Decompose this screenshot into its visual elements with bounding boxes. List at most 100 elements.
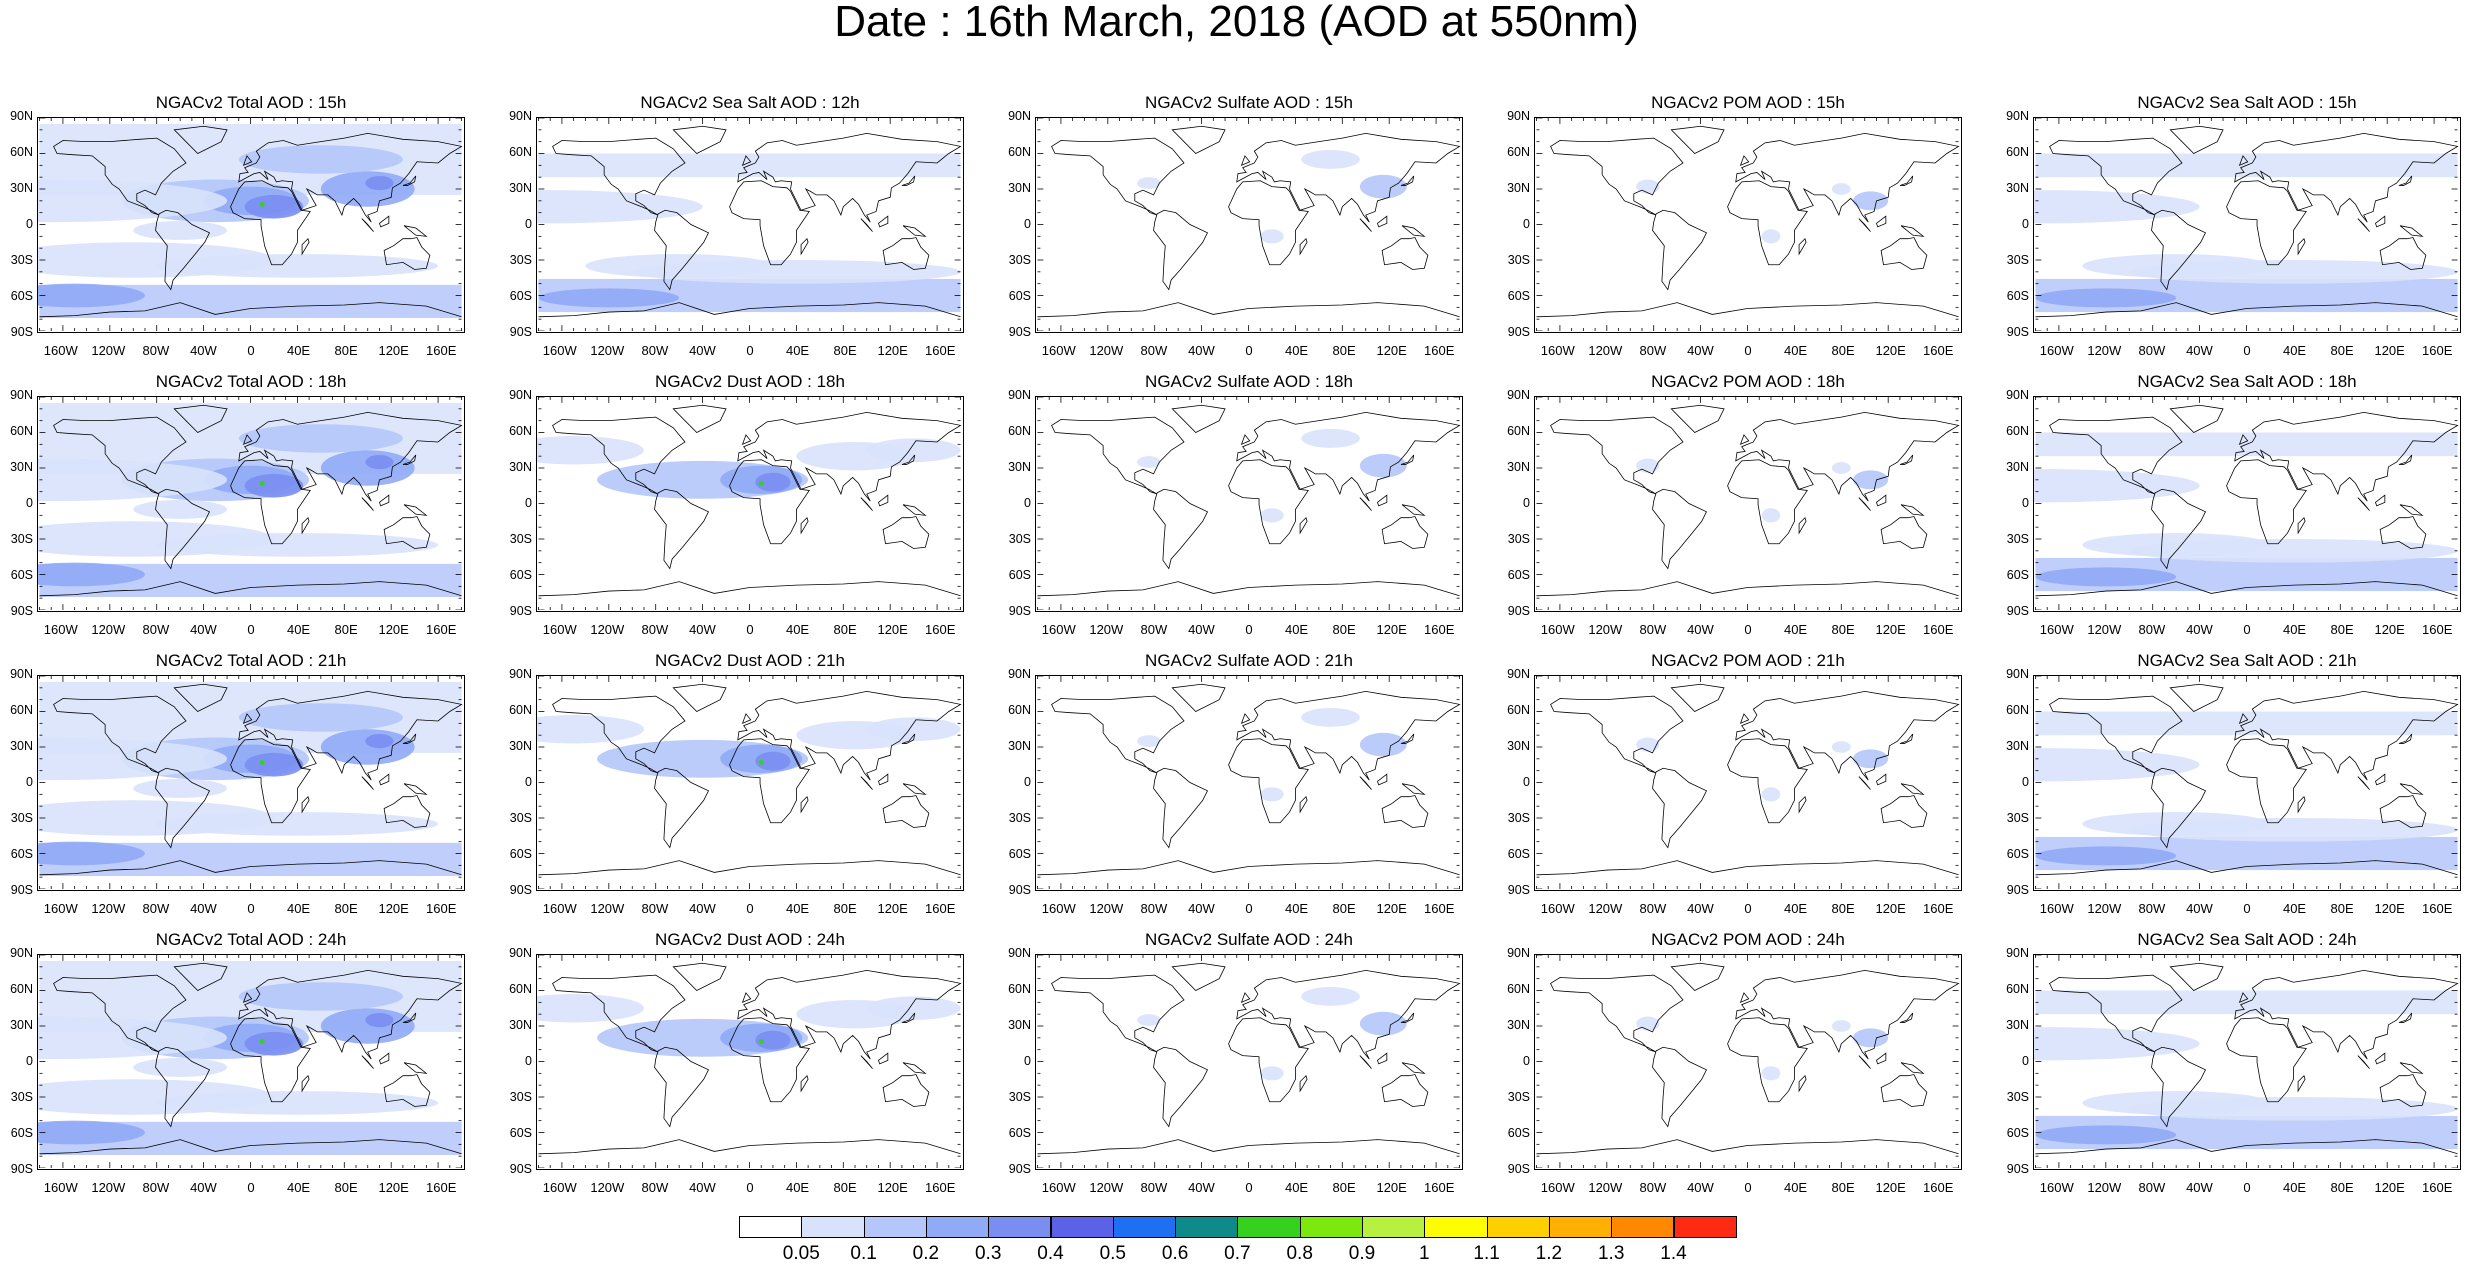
panel-title: NGACv2 Sea Salt AOD : 18h bbox=[2137, 372, 2357, 391]
panel-title: NGACv2 Total AOD : 18h bbox=[155, 372, 347, 391]
lat-tick-label: 30N bbox=[2006, 181, 2029, 195]
lon-tick-label: 120W bbox=[2087, 622, 2122, 637]
lat-tick-label: 30N bbox=[1008, 1018, 1031, 1032]
lat-tick-label: 0 bbox=[26, 217, 33, 231]
aod-shading bbox=[755, 1030, 791, 1050]
lon-tick-label: 80W bbox=[1140, 1180, 1168, 1195]
panel-title: NGACv2 Sulfate AOD : 15h bbox=[1145, 93, 1353, 112]
lon-tick-label: 40E bbox=[1783, 1180, 1808, 1195]
lon-tick-label: 160W bbox=[2039, 343, 2074, 358]
lat-tick-label: 30S bbox=[1008, 253, 1031, 267]
colorbar-label: 1.4 bbox=[1660, 1243, 1687, 1264]
aod-shading bbox=[38, 562, 145, 587]
coastline bbox=[800, 237, 809, 256]
coastline bbox=[1400, 733, 1415, 744]
coastline bbox=[2238, 434, 2249, 446]
lat-tick-label: 60N bbox=[10, 145, 33, 159]
panel-title: NGACv2 Dust AOD : 21h bbox=[655, 651, 845, 670]
aod-shading bbox=[1260, 1066, 1284, 1081]
lon-tick-label: 80W bbox=[641, 343, 669, 358]
lon-tick-label: 160W bbox=[43, 343, 78, 358]
lon-tick-label: 80E bbox=[833, 622, 857, 637]
aod-map-panel bbox=[1035, 954, 1463, 1170]
coastline bbox=[1739, 155, 1750, 167]
coastline bbox=[1153, 488, 1209, 570]
coastline bbox=[1359, 497, 1372, 511]
coastline bbox=[1153, 1046, 1209, 1128]
lon-tick-label: 40E bbox=[286, 343, 311, 358]
lon-tick-label: 0 bbox=[1744, 1180, 1752, 1195]
lat-tick-label: 90N bbox=[10, 109, 33, 123]
lat-tick-label: 90N bbox=[10, 667, 33, 681]
coastline bbox=[155, 209, 211, 291]
lon-tick-label: 80W bbox=[1639, 343, 1667, 358]
aod-shading bbox=[133, 220, 228, 240]
lon-tick-label: 160W bbox=[1540, 1180, 1575, 1195]
lon-tick-label: 0 bbox=[746, 622, 754, 637]
colorbar-label: 0.1 bbox=[850, 1243, 877, 1264]
coastline bbox=[242, 155, 253, 167]
coastline-antarctica bbox=[1536, 581, 1959, 597]
coastline bbox=[2399, 225, 2424, 237]
aod-shading bbox=[1301, 428, 1360, 448]
coastline bbox=[1236, 969, 1461, 1060]
lat-tick-label: 30S bbox=[1507, 532, 1530, 546]
aod-map-panel bbox=[2033, 675, 2461, 891]
lon-tick-label: 120W bbox=[91, 622, 126, 637]
aod-map-panel bbox=[2033, 117, 2461, 333]
coastline bbox=[1153, 209, 1209, 291]
lon-tick-label: 0 bbox=[746, 1180, 754, 1195]
coastline bbox=[2379, 237, 2427, 270]
coastline bbox=[1171, 125, 1226, 154]
coastline bbox=[1381, 1074, 1429, 1107]
lat-tick-label: 30N bbox=[10, 181, 33, 195]
coastline bbox=[402, 1012, 417, 1023]
world-map bbox=[38, 955, 463, 1168]
coastline bbox=[800, 1074, 809, 1093]
aod-shading bbox=[244, 194, 304, 219]
coastline bbox=[1377, 215, 1388, 228]
lat-tick-label: 30N bbox=[509, 460, 532, 474]
coastline bbox=[2375, 1052, 2386, 1065]
coastline bbox=[552, 416, 686, 495]
lat-tick-label: 60S bbox=[1507, 568, 1530, 582]
lon-tick-label: 160W bbox=[542, 1180, 577, 1195]
aod-shading bbox=[2034, 748, 2200, 782]
coastline bbox=[155, 767, 211, 849]
lon-tick-label: 40W bbox=[689, 1180, 716, 1195]
lon-tick-label: 40E bbox=[1783, 343, 1808, 358]
lon-tick-label: 120W bbox=[91, 901, 126, 916]
lon-tick-label: 160E bbox=[2422, 622, 2453, 637]
coastline bbox=[2151, 1046, 2207, 1128]
aod-hotspot bbox=[758, 1038, 764, 1044]
aod-shading bbox=[1831, 183, 1851, 195]
aod-shading bbox=[538, 288, 680, 308]
lon-tick-label: 160W bbox=[1540, 901, 1575, 916]
coastline bbox=[2297, 516, 2306, 535]
lon-tick-label: 80W bbox=[1639, 1180, 1667, 1195]
lon-tick-label: 160E bbox=[1424, 343, 1455, 358]
coastline bbox=[552, 974, 686, 1053]
lon-tick-label: 160W bbox=[2039, 901, 2074, 916]
coastline bbox=[1153, 767, 1209, 849]
colorbar-swatch bbox=[801, 1216, 865, 1238]
lon-tick-label: 80W bbox=[142, 901, 170, 916]
aod-shading bbox=[1359, 732, 1407, 757]
panel-title: NGACv2 Sea Salt AOD : 12h bbox=[640, 93, 860, 112]
coastline bbox=[737, 969, 962, 1060]
aod-map-panel bbox=[536, 396, 964, 612]
lon-tick-label: 40W bbox=[689, 901, 716, 916]
aod-shading bbox=[1359, 174, 1407, 199]
lat-tick-label: 60S bbox=[2006, 289, 2029, 303]
lon-tick-label: 160W bbox=[1041, 622, 1076, 637]
coastline bbox=[403, 225, 428, 237]
lat-tick-label: 90S bbox=[1507, 883, 1530, 897]
lon-tick-label: 80E bbox=[833, 901, 857, 916]
lat-tick-label: 60S bbox=[1507, 847, 1530, 861]
lat-tick-label: 90N bbox=[1507, 946, 1530, 960]
aod-shading bbox=[1137, 456, 1161, 468]
coastline bbox=[1236, 411, 1461, 502]
lat-tick-label: 0 bbox=[525, 775, 532, 789]
lat-tick-label: 30S bbox=[1507, 1090, 1530, 1104]
lon-tick-label: 120E bbox=[1376, 343, 1407, 358]
